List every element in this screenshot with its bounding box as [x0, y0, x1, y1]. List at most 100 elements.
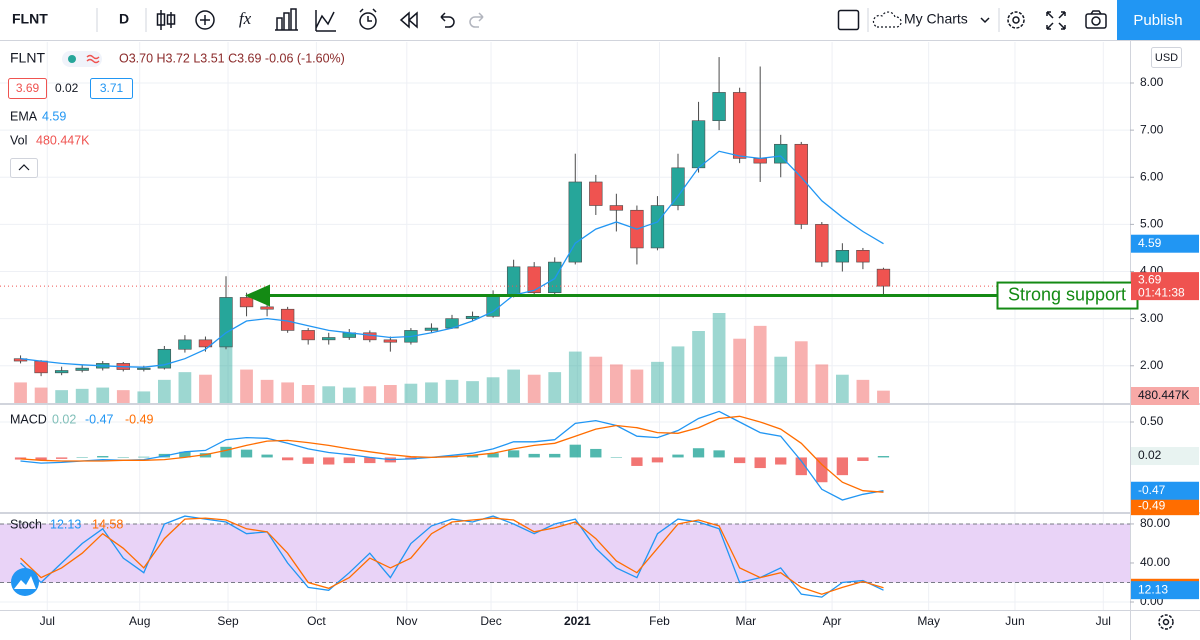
volume-bar — [199, 374, 212, 403]
volume-bar — [322, 386, 336, 403]
ask-label: 3.71 — [100, 81, 124, 95]
histogram-bar — [590, 448, 602, 458]
volume-bar — [137, 391, 151, 403]
histogram-bar — [507, 450, 520, 458]
signal-value-label: -0.49 — [1138, 498, 1166, 512]
candle-body — [322, 337, 336, 341]
legend-volume-name: Vol — [10, 133, 27, 147]
volume-bar — [383, 385, 397, 403]
histogram-bar — [364, 457, 376, 464]
symbol-button[interactable]: FLNT — [12, 11, 48, 27]
histogram-bar — [836, 457, 849, 476]
compare-icon[interactable] — [275, 8, 298, 31]
histogram-bar — [55, 457, 68, 459]
legend-macd-name: MACD — [10, 412, 47, 426]
candle-body — [301, 330, 315, 341]
histogram-bar — [323, 457, 335, 465]
volume-label-box — [1131, 387, 1199, 405]
candle-body — [856, 250, 870, 263]
candle-body — [363, 332, 377, 341]
volume-label: 480.447K — [1138, 388, 1189, 402]
icon-stroke — [1158, 614, 1174, 630]
candle-body — [589, 181, 603, 206]
redo-icon[interactable] — [469, 12, 484, 28]
histogram-value-label: 0.02 — [1138, 448, 1162, 462]
templates-icon[interactable] — [315, 10, 336, 32]
volume-bar — [835, 374, 849, 403]
volume-bar — [445, 379, 459, 403]
chart-type-icon[interactable] — [156, 10, 176, 30]
snapshot-icon[interactable] — [1085, 10, 1107, 29]
countdown-label: 01:41:38 — [1138, 285, 1185, 299]
fullscreen-icon[interactable] — [1046, 11, 1066, 30]
volume-bar — [568, 351, 582, 403]
settings-icon[interactable] — [1007, 11, 1025, 29]
histogram-bar — [795, 457, 807, 476]
support-arrowhead — [245, 284, 270, 307]
volume-bar — [301, 385, 315, 403]
histogram-bar — [35, 457, 47, 461]
toolbar — [0, 0, 1200, 40]
collapse-legend-button[interactable] — [10, 158, 38, 178]
currency-box[interactable] — [1151, 47, 1182, 68]
candle-body — [691, 120, 706, 169]
candle-body — [794, 143, 808, 225]
candle-body — [609, 205, 624, 211]
volume-bar — [116, 390, 130, 403]
volume-bar — [55, 390, 69, 403]
candle-body — [219, 297, 233, 348]
candle-body — [671, 167, 685, 206]
publish-label[interactable]: Publish — [1133, 12, 1182, 29]
volume-bar — [733, 338, 747, 403]
icon-stroke — [1007, 11, 1025, 29]
interval-button[interactable]: D — [119, 11, 129, 27]
replay-icon[interactable] — [399, 11, 418, 29]
icon-stroke — [315, 10, 336, 32]
histogram-bar — [487, 453, 499, 458]
dropdown-icon[interactable] — [980, 17, 990, 24]
x-tick-label: Oct — [307, 614, 326, 628]
volume-bar — [96, 387, 110, 403]
y-tick-label: 7.00 — [1140, 122, 1164, 136]
icon-stroke — [1162, 618, 1170, 626]
histogram-bar — [261, 454, 273, 458]
volume-bar — [486, 377, 500, 403]
x-tick-label: Jul — [40, 614, 55, 628]
add-indicator-icon[interactable] — [195, 10, 215, 30]
candle-body — [876, 268, 891, 287]
histogram-bar — [179, 451, 191, 458]
candle-body — [506, 266, 521, 296]
volume-bar — [260, 379, 274, 403]
x-tick-label: Feb — [649, 614, 670, 628]
histogram-bar — [117, 457, 129, 458]
volume-bar — [281, 382, 295, 403]
undo-icon[interactable] — [440, 12, 455, 28]
layout-icon[interactable] — [837, 9, 860, 31]
volume-bar — [815, 364, 829, 403]
axis-settings-icon[interactable] — [1158, 614, 1174, 630]
icon-stroke — [275, 8, 298, 31]
legend-stoch-d: 14.58 — [92, 517, 123, 531]
x-tick-label: Jul — [1096, 614, 1111, 628]
legend-symbol: FLNT — [10, 50, 45, 66]
icon-stroke — [195, 10, 215, 30]
alert-icon[interactable] — [359, 8, 377, 30]
publish-button[interactable] — [1117, 0, 1200, 40]
legend-stoch-k: 12.13 — [50, 517, 81, 531]
indicators-button[interactable]: fx — [239, 9, 252, 28]
volume-bar — [342, 387, 356, 403]
ask-box[interactable] — [90, 78, 133, 99]
macd-value-label: -0.47 — [1138, 483, 1166, 497]
icon-stroke — [359, 12, 377, 30]
spread-label: 0.02 — [55, 81, 79, 95]
y-tick-label: 40.00 — [1140, 555, 1170, 569]
my-charts-button[interactable]: My Charts — [904, 11, 968, 27]
legend-macd-histogram: 0.02 — [52, 412, 76, 426]
icon-stroke — [469, 12, 484, 28]
volume-bar — [877, 390, 890, 403]
histogram-bar — [343, 457, 355, 464]
histogram-bar — [240, 449, 253, 458]
logo[interactable] — [11, 568, 39, 596]
bid-box[interactable] — [8, 78, 47, 99]
x-tick-label: Nov — [396, 614, 417, 628]
